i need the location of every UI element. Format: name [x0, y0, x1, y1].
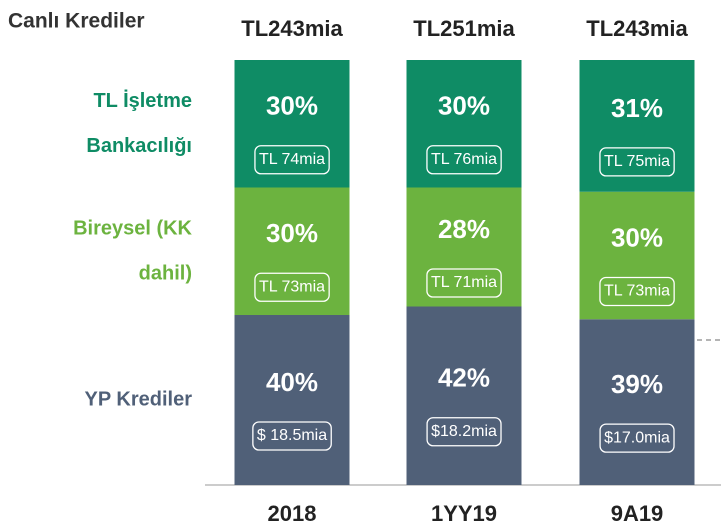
- amount-label: TL 74mia: [259, 151, 325, 168]
- value-label: 31%: [611, 93, 663, 123]
- value-label: 30%: [438, 91, 490, 121]
- bar-segment: [406, 60, 522, 188]
- amount-box: [254, 272, 330, 302]
- amount-box: [599, 423, 675, 453]
- total-label: TL251mia: [413, 16, 515, 41]
- amount-box: [426, 145, 502, 175]
- total-label: TL243mia: [586, 16, 688, 41]
- amount-label: TL 73mia: [604, 283, 670, 300]
- value-label: 42%: [438, 363, 490, 393]
- amount-label: TL 76mia: [431, 151, 497, 168]
- amount-box: [426, 417, 502, 447]
- amount-label: $ 18.5mia: [257, 427, 327, 444]
- bar-segment: [579, 60, 695, 192]
- bar-segment: [406, 306, 522, 485]
- amount-label: TL 71mia: [431, 274, 497, 291]
- value-label: 30%: [611, 222, 663, 252]
- amount-label: $18.2mia: [431, 423, 497, 440]
- value-label: 39%: [611, 369, 663, 399]
- bar-segment: [579, 319, 695, 485]
- legend-label: TL İşletme Bankacılığı: [86, 89, 192, 157]
- amount-box: [599, 276, 675, 307]
- amount-box: [426, 268, 502, 298]
- amount-label: $17.0mia: [604, 429, 670, 446]
- bar-segment: [234, 187, 350, 315]
- value-label: 30%: [266, 91, 318, 121]
- amount-box: [599, 147, 675, 177]
- value-label: 30%: [266, 218, 318, 248]
- total-label: TL243mia: [241, 16, 343, 41]
- chart-title: Canlı Krediler: [8, 10, 145, 33]
- x-tick-label: 2018: [268, 501, 317, 526]
- bar-segment: [234, 315, 350, 485]
- bar-segment: [579, 191, 695, 320]
- amount-box: [254, 145, 330, 175]
- legend-label: Bireysel (KK dahil): [73, 218, 192, 285]
- value-label: 28%: [438, 214, 490, 244]
- value-label: 40%: [266, 367, 318, 397]
- amount-label: TL 75mia: [604, 153, 670, 170]
- bar-segment: [234, 60, 350, 188]
- amount-label: TL 73mia: [259, 278, 325, 295]
- x-tick-label: 9A19: [611, 501, 664, 526]
- legend-label: YP Krediler: [85, 388, 193, 410]
- x-tick-label: 1YY19: [431, 501, 497, 526]
- bar-segment: [406, 187, 522, 307]
- amount-box: [252, 421, 332, 451]
